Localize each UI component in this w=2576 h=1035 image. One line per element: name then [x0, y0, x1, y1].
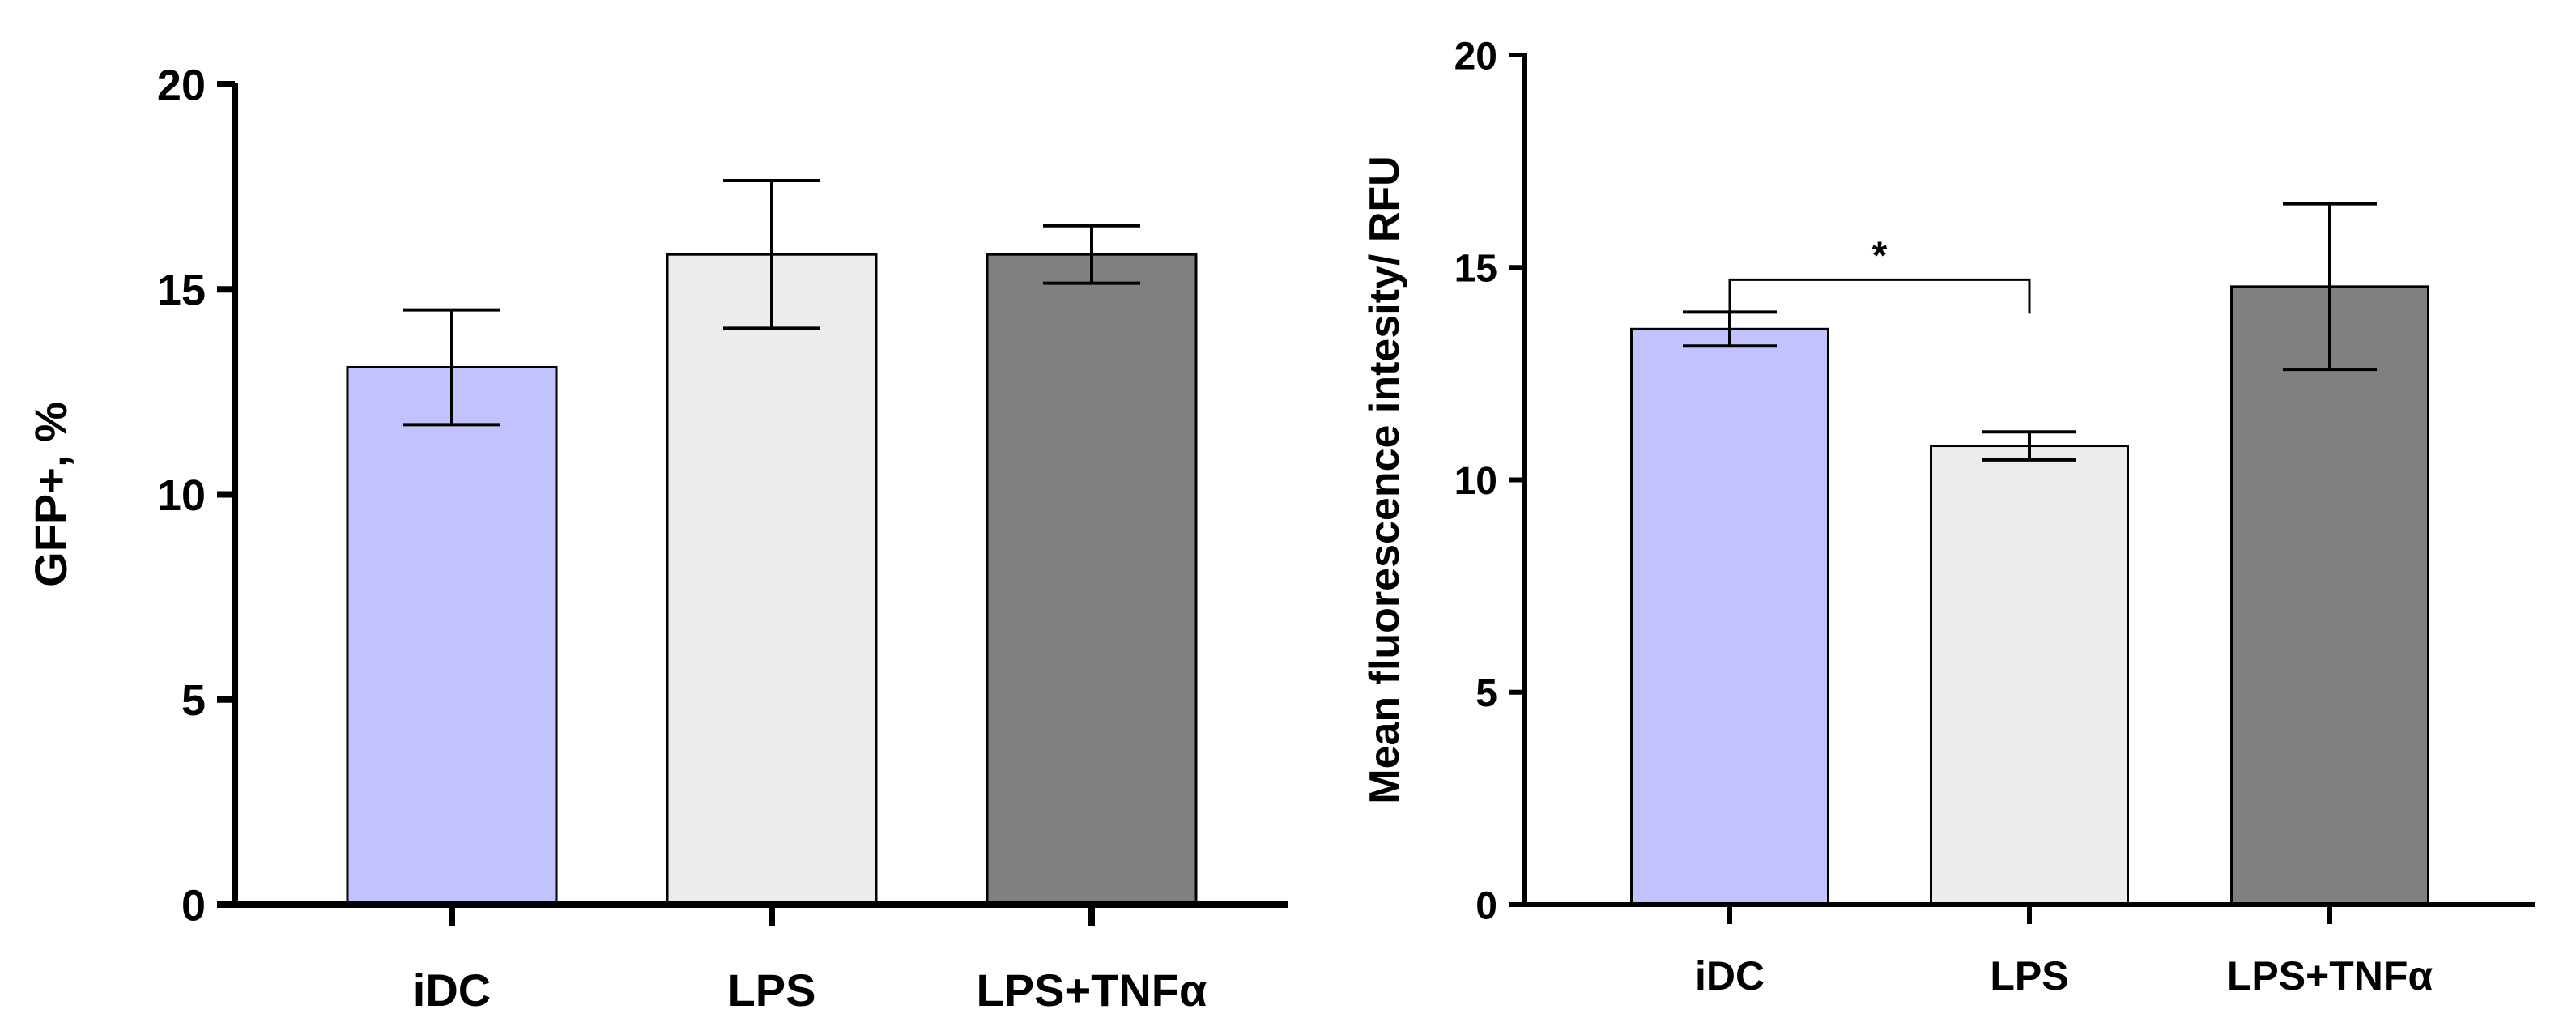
bar-idc — [1630, 327, 1829, 906]
bar-lps-tnf- — [2230, 285, 2429, 906]
chart-2: 0 5 10 15 20 iDC LPS LPS+TNFα Mean fluorescence … — [1361, 35, 2535, 999]
error-bar — [2283, 202, 2377, 372]
significance-label: * — [1872, 234, 1888, 277]
y-tick-label: 5 — [1475, 672, 1497, 715]
y-tick-label: 20 — [1454, 35, 1497, 78]
significance-line — [1728, 278, 2031, 314]
x-tick-label: LPS+TNFα — [977, 965, 1207, 1016]
x-tick-label: LPS — [728, 965, 816, 1016]
error-bar — [1982, 430, 2076, 462]
significance-bracket: * — [1728, 234, 2031, 314]
bar-lps — [1930, 445, 2129, 906]
error-bar — [723, 179, 820, 330]
x-tick-label: LPS+TNFα — [2227, 953, 2433, 999]
bar-lps-tnf- — [986, 253, 1198, 906]
y-tick-label: 5 — [181, 676, 206, 725]
y-tick-label: 15 — [1454, 248, 1497, 291]
x-tick-label: LPS — [1990, 953, 2068, 999]
y-tick-label: 0 — [181, 881, 206, 930]
bar-lps — [666, 253, 878, 906]
y-tick-label: 10 — [1454, 460, 1497, 503]
x-tick-label: iDC — [413, 965, 491, 1016]
y-tick-label: 15 — [157, 266, 206, 315]
bar-idc — [346, 365, 558, 906]
y-tick-label: 10 — [157, 471, 206, 520]
chart-1: 0 5 10 15 20 iDC LPS LPS+TNFα GFP+, % — [25, 61, 1288, 1016]
x-tick-label: iDC — [1695, 953, 1765, 999]
y-tick-label: 0 — [1475, 884, 1497, 927]
error-bar — [1043, 224, 1140, 285]
error-bar — [403, 308, 500, 427]
y-axis-label: Mean fluorescence intesity/ RFU — [1361, 155, 1408, 803]
y-tick-label: 20 — [157, 61, 206, 109]
y-axis-label: GFP+, % — [25, 402, 76, 587]
